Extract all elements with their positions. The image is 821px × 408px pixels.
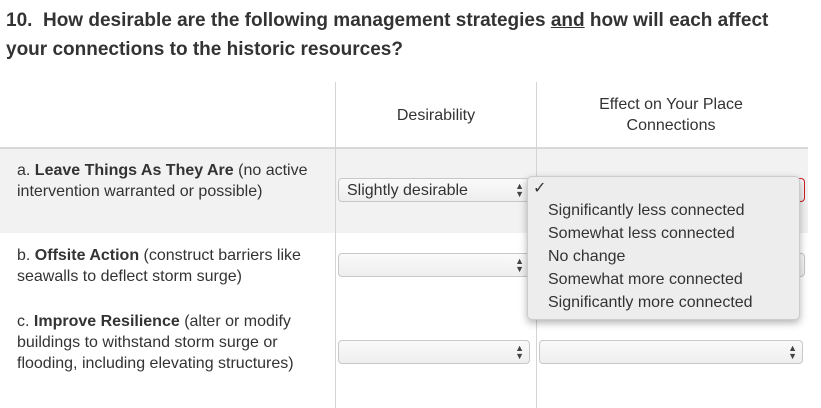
option-somewhat-less[interactable]: Somewhat less connected	[548, 225, 735, 242]
checkmark-icon: ✓	[533, 180, 547, 197]
row-label-b: b. Offsite Action (construct barriers li…	[17, 247, 301, 285]
select-arrows-icon: ▲ ▼	[515, 181, 524, 199]
column-divider	[335, 82, 336, 408]
option-no-change[interactable]: No change	[548, 248, 626, 265]
desirability-select-b[interactable]: ▲ ▼	[338, 253, 530, 277]
effect-select-c[interactable]: ▲ ▼	[539, 340, 803, 364]
select-arrows-icon: ▲ ▼	[788, 343, 797, 361]
option-significantly-less[interactable]: Significantly less connected	[548, 202, 745, 219]
desirability-select-a[interactable]: Slightly desirable ▲ ▼	[338, 178, 530, 202]
question-title: 10. How desirable are the following mana…	[6, 10, 769, 60]
row-label-c: c. Improve Resilience (alter or modify b…	[17, 313, 294, 372]
row-label-a: a. Leave Things As They Are (no active i…	[17, 162, 308, 200]
column-header-desirability: Desirability	[396, 106, 476, 124]
effect-dropdown-menu[interactable]: ✓ Significantly less connected Somewhat …	[527, 176, 800, 320]
column-header-effect: Effect on Your Place Connections	[599, 96, 743, 134]
option-significantly-more[interactable]: Significantly more connected	[548, 294, 753, 311]
select-arrows-icon: ▲ ▼	[515, 256, 524, 274]
desirability-select-c[interactable]: ▲ ▼	[338, 340, 530, 364]
option-somewhat-more[interactable]: Somewhat more connected	[548, 271, 743, 288]
select-arrows-icon: ▲ ▼	[515, 343, 524, 361]
header-divider	[0, 147, 808, 149]
